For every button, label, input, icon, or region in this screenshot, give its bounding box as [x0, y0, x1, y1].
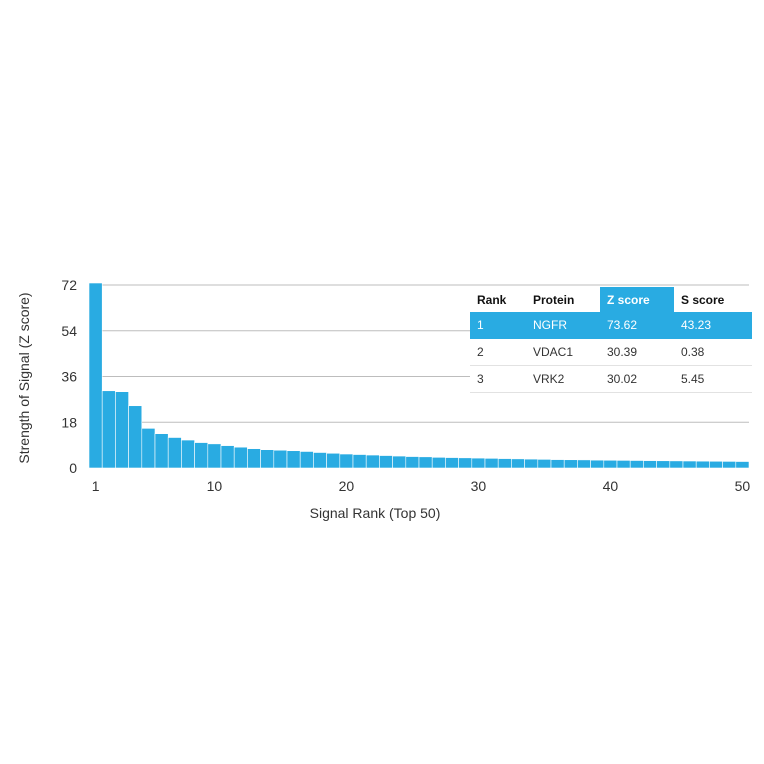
bar	[339, 453, 354, 469]
bar	[352, 454, 367, 469]
cell-protein: VRK2	[526, 365, 600, 393]
table-row: 3 VRK2 30.02 5.45	[470, 365, 752, 393]
bar	[643, 460, 657, 469]
y-tick-label: 54	[61, 323, 77, 339]
bar	[286, 450, 301, 469]
bar	[458, 457, 473, 469]
bar	[445, 457, 459, 469]
bar	[88, 282, 103, 469]
x-tick-label: 40	[603, 478, 619, 494]
score-table: Rank Protein Z score S score 1 NGFR 73.6…	[470, 287, 752, 393]
bar	[656, 460, 671, 469]
bar	[629, 460, 644, 469]
bar	[722, 461, 737, 469]
y-tick-labels: 0 18 36 54 72	[61, 277, 77, 476]
bar	[167, 437, 182, 469]
cell-z-score: 73.62	[600, 312, 674, 339]
bar	[550, 459, 565, 469]
y-axis-title: Strength of Signal (Z score)	[16, 292, 32, 463]
bar	[273, 449, 288, 469]
header-s-score: S score	[681, 292, 725, 307]
bar	[511, 458, 525, 469]
cell-protein: NGFR	[526, 312, 600, 339]
bar	[379, 455, 393, 469]
bar	[115, 391, 129, 469]
cell-s-score: 43.23	[674, 312, 752, 339]
x-tick-label: 10	[207, 478, 223, 494]
x-axis-title: Signal Rank (Top 50)	[310, 505, 441, 521]
bar	[603, 459, 618, 469]
bar	[207, 443, 222, 469]
cell-z-score: 30.39	[600, 338, 674, 366]
bar	[682, 460, 697, 469]
table-row: 2 VDAC1 30.39 0.38	[470, 338, 752, 366]
y-tick-label: 36	[61, 369, 77, 385]
table-header-row: Rank Protein Z score S score	[470, 287, 752, 312]
cell-s-score: 5.45	[674, 365, 752, 393]
bar	[247, 448, 261, 469]
bar	[141, 428, 156, 469]
bar	[365, 454, 380, 469]
x-tick-label: 30	[471, 478, 487, 494]
bar	[154, 433, 169, 469]
bar	[220, 445, 235, 469]
cell-z-score: 30.02	[600, 365, 674, 393]
bar	[709, 460, 723, 469]
x-tick-label: 50	[735, 478, 751, 494]
bar	[735, 461, 750, 469]
bar	[484, 458, 499, 469]
header-protein: Protein	[533, 292, 575, 307]
y-tick-label: 18	[61, 414, 77, 430]
bar	[313, 452, 327, 469]
bar	[669, 460, 684, 469]
bar	[616, 460, 631, 469]
bar	[497, 458, 512, 469]
bars	[88, 282, 750, 469]
y-tick-label: 0	[69, 460, 77, 476]
bar	[537, 459, 552, 469]
bar	[695, 460, 710, 469]
bar	[233, 446, 248, 469]
bar	[101, 390, 116, 469]
table-row: 1 NGFR 73.62 43.23	[470, 312, 752, 339]
bar	[471, 457, 486, 469]
bar	[181, 439, 195, 469]
bar	[590, 459, 605, 469]
cell-protein: VDAC1	[526, 338, 600, 366]
bar	[524, 458, 539, 469]
bar	[326, 452, 341, 469]
x-tick-labels: 1 10 20 30 40 50	[92, 478, 751, 494]
cell-rank: 1	[470, 312, 526, 339]
bar	[418, 456, 433, 469]
bar	[431, 457, 446, 469]
bar	[194, 442, 209, 469]
bar	[405, 456, 420, 469]
x-tick-label: 1	[92, 478, 100, 494]
bar	[128, 405, 143, 469]
bar	[299, 451, 314, 469]
cell-s-score: 0.38	[674, 338, 752, 366]
cell-rank: 3	[470, 365, 526, 393]
cell-rank: 2	[470, 338, 526, 366]
bar	[577, 459, 591, 469]
x-tick-label: 20	[339, 478, 355, 494]
bar	[392, 455, 407, 469]
header-z-score: Z score	[600, 287, 674, 312]
bar	[563, 459, 578, 469]
bar	[260, 449, 275, 469]
y-tick-label: 72	[61, 277, 77, 293]
header-rank: Rank	[477, 292, 507, 307]
